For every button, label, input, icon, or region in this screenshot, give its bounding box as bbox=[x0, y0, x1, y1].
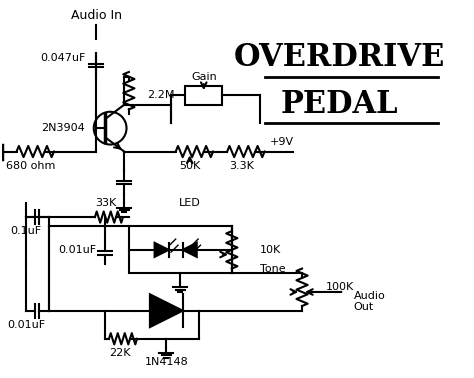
Text: PEDAL: PEDAL bbox=[281, 89, 398, 120]
Bar bbox=[129, 226, 232, 273]
Text: 22K: 22K bbox=[109, 348, 130, 358]
Text: 50K: 50K bbox=[179, 161, 201, 170]
Text: OVERDRIVE: OVERDRIVE bbox=[234, 42, 445, 73]
Text: 2.2M: 2.2M bbox=[147, 90, 175, 101]
Text: LED: LED bbox=[179, 198, 201, 208]
Text: Audio
Out: Audio Out bbox=[354, 291, 385, 312]
Text: 1N4148: 1N4148 bbox=[145, 357, 188, 367]
Bar bbox=[185, 86, 222, 105]
Text: Audio In: Audio In bbox=[71, 9, 122, 22]
Text: 680 ohm: 680 ohm bbox=[6, 161, 55, 170]
Text: 2N3904: 2N3904 bbox=[41, 123, 85, 133]
Text: 0.047uF: 0.047uF bbox=[41, 53, 86, 63]
Polygon shape bbox=[150, 294, 182, 327]
Text: 10K: 10K bbox=[260, 245, 281, 255]
Polygon shape bbox=[182, 243, 197, 257]
Text: Tone: Tone bbox=[260, 263, 285, 274]
Text: 3.3K: 3.3K bbox=[229, 161, 254, 170]
Text: 0.01uF: 0.01uF bbox=[58, 245, 96, 255]
Polygon shape bbox=[155, 243, 169, 257]
Text: 33K: 33K bbox=[95, 198, 116, 208]
Text: 100K: 100K bbox=[326, 282, 354, 292]
Text: 0.1uF: 0.1uF bbox=[10, 226, 41, 236]
Text: Gain: Gain bbox=[191, 72, 217, 82]
Text: 0.01uF: 0.01uF bbox=[7, 320, 45, 330]
Text: +9V: +9V bbox=[269, 137, 293, 147]
